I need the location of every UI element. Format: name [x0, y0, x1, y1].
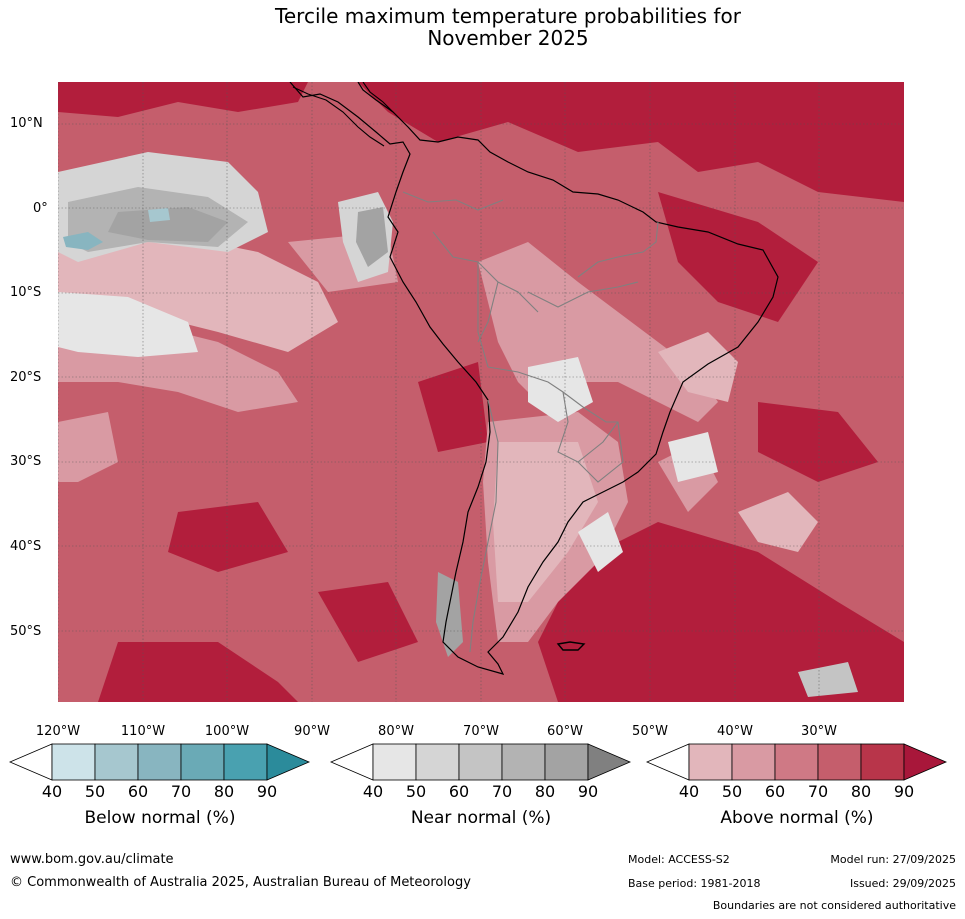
colorbar-segment: [8, 743, 53, 781]
lon-label-80w: 80°W: [378, 724, 414, 739]
graticule: [58, 82, 904, 702]
country-borders: [402, 191, 659, 653]
issued-label: Issued: 29/09/2025: [849, 877, 956, 890]
colorbar-segment: [223, 743, 268, 781]
colorbar-segment: [731, 743, 776, 781]
lon-label-50w: 50°W: [632, 724, 668, 739]
colorbar-segment: [415, 743, 460, 781]
colorbar-tick-label: 60: [449, 782, 469, 801]
lon-label-40w: 40°W: [717, 724, 753, 739]
colorbar-tick-label: 80: [214, 782, 234, 801]
colorbar-segment: [180, 743, 225, 781]
title-line-2: November 2025: [427, 26, 589, 50]
colorbar-tick-label: 70: [492, 782, 512, 801]
chart-title: Tercile maximum temperature probabilitie…: [208, 5, 808, 49]
colorbar-segment: [372, 743, 417, 781]
lon-label-100w: 100°W: [204, 724, 250, 739]
colorbar-segment: [329, 743, 374, 781]
lat-label-50s: 50°S: [10, 624, 42, 639]
colorbar-segment: [51, 743, 96, 781]
model-label: Model: ACCESS-S2: [628, 853, 730, 866]
colorbar-segment: [903, 743, 948, 781]
above-90-regions: [58, 82, 904, 702]
colorbar-segment: [587, 743, 632, 781]
below-normal-colorbar: 40 50 60 70 80 90: [8, 743, 311, 801]
lon-label-90w: 90°W: [294, 724, 330, 739]
colorbar-segment: [645, 743, 690, 781]
colorbar-tick-label: 40: [363, 782, 383, 801]
base-period-label: Base period: 1981-2018: [628, 877, 761, 890]
lat-label-40s: 40°S: [10, 539, 42, 554]
colorbar-segment: [501, 743, 546, 781]
colorbar-segment: [774, 743, 819, 781]
near-normal-colorbar: 40 50 60 70 80 90: [329, 743, 632, 801]
lon-label-60w: 60°W: [547, 724, 583, 739]
copyright: © Commonwealth of Australia 2025, Austra…: [10, 875, 471, 890]
colorbar-tick-label: 40: [679, 782, 699, 801]
below-normal-title: Below normal (%): [84, 808, 236, 828]
above-normal-title: Above normal (%): [720, 808, 874, 828]
colorbar-segment: [817, 743, 862, 781]
colorbar-tick-label: 90: [257, 782, 277, 801]
bom-url[interactable]: www.bom.gov.au/climate: [10, 852, 174, 867]
central-america-coastline: [292, 82, 394, 147]
colorbar-tick-label: 60: [765, 782, 785, 801]
colorbar-segment: [94, 743, 139, 781]
colorbar-segment: [458, 743, 503, 781]
lat-label-0: 0°: [33, 201, 48, 216]
lon-label-120w: 120°W: [35, 724, 81, 739]
probability-map: [58, 82, 904, 702]
lat-label-10s: 10°S: [10, 285, 42, 300]
colorbar-tick-label: 60: [128, 782, 148, 801]
colorbar-tick-label: 80: [851, 782, 871, 801]
falklands-outline: [556, 641, 586, 651]
south-america-coastline: [289, 82, 779, 675]
colorbar-tick-label: 80: [535, 782, 555, 801]
title-line-1: Tercile maximum temperature probabilitie…: [275, 4, 741, 28]
colorbar-tick-label: 70: [171, 782, 191, 801]
near-normal-regions: [58, 152, 858, 697]
model-run-label: Model run: 27/09/2025: [830, 853, 956, 866]
colorbar-tick-label: 90: [578, 782, 598, 801]
colorbar-tick-label: 90: [894, 782, 914, 801]
colorbar-segment: [860, 743, 905, 781]
lat-label-20s: 20°S: [10, 370, 42, 385]
colorbar-tick-label: 50: [406, 782, 426, 801]
colorbar-segment: [266, 743, 311, 781]
near-normal-title: Near normal (%): [410, 808, 552, 828]
colorbar-tick-label: 40: [42, 782, 62, 801]
colorbar-segment: [137, 743, 182, 781]
lat-label-30s: 30°S: [10, 454, 42, 469]
below-normal-regions: [63, 208, 170, 250]
lon-label-110w: 110°W: [120, 724, 166, 739]
lon-label-30w: 30°W: [801, 724, 837, 739]
colorbar-segment: [688, 743, 733, 781]
colorbar-tick-label: 50: [85, 782, 105, 801]
disclaimer: Boundaries are not considered authoritat…: [712, 899, 956, 912]
above-50-regions: [58, 232, 818, 602]
above-normal-colorbar: 40 50 60 70 80 90: [645, 743, 948, 801]
colorbar-tick-label: 70: [808, 782, 828, 801]
colorbar-tick-label: 50: [722, 782, 742, 801]
lon-label-70w: 70°W: [463, 724, 499, 739]
lat-label-10n: 10°N: [10, 116, 43, 131]
colorbar-segment: [544, 743, 589, 781]
